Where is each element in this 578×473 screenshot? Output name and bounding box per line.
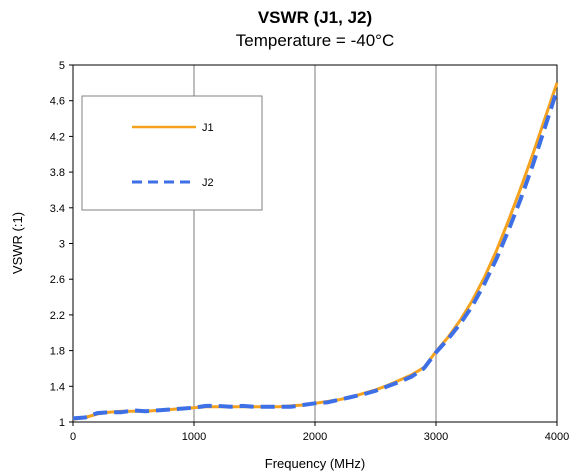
legend-label-j1: J1 [202, 122, 214, 134]
legend-box [81, 95, 263, 211]
x-tick-label: 4000 [545, 431, 569, 443]
series-line-j2 [72, 89, 559, 421]
y-tick-label: 2.6 [50, 274, 65, 286]
y-tick-label: 3 [59, 239, 65, 251]
y-tick-label: 3.4 [50, 203, 65, 215]
y-tick-label: 1 [59, 417, 65, 429]
chart-title: VSWR (J1, J2) [258, 8, 372, 27]
x-axis-label: Frequency (MHz) [265, 456, 365, 471]
y-tick-label: 4.2 [50, 131, 65, 143]
x-tick-label: 3000 [424, 431, 448, 443]
y-tick-label: 3.8 [50, 167, 65, 179]
x-tick-label: 2000 [303, 431, 327, 443]
legend-label-j2: J2 [202, 177, 214, 189]
x-tick-label: 1000 [182, 431, 206, 443]
chart-subtitle: Temperature = -40°C [236, 31, 394, 50]
y-axis-label: VSWR (:1) [10, 212, 25, 274]
y-tick-label: 1.8 [50, 346, 65, 358]
legend: J1 J2 [81, 95, 263, 211]
y-tick-label: 1.4 [50, 381, 65, 393]
y-tick-label: 4.6 [50, 96, 65, 108]
y-tick-label: 5 [59, 60, 65, 72]
y-tick-label: 2.2 [50, 310, 65, 322]
x-tick-label: 0 [70, 431, 76, 443]
